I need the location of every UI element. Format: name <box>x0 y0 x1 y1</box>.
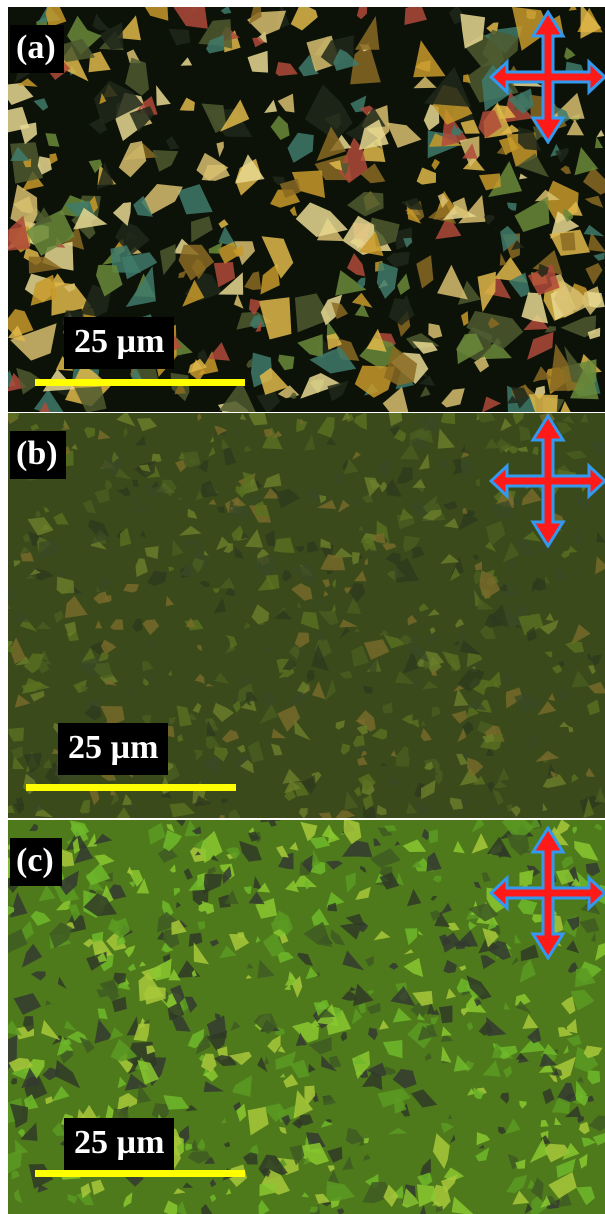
panel-label: (c) <box>10 838 62 886</box>
panel-label: (b) <box>10 431 66 479</box>
crossed-polarizer-arrows-icon <box>489 826 605 960</box>
micrograph-panel-a: (a) 25 µm <box>8 7 605 412</box>
scale-bar <box>35 1170 245 1177</box>
scale-bar-label: 25 µm <box>64 1118 175 1170</box>
panel-label: (a) <box>10 25 64 73</box>
scale-bar <box>26 784 236 791</box>
micrograph-panel-b: (b) 25 µm <box>8 413 605 818</box>
micrograph-panel-c: (c) 25 µm <box>8 820 605 1214</box>
crossed-polarizer-arrows-icon <box>489 10 605 144</box>
scale-bar-label: 25 µm <box>64 317 175 369</box>
scale-bar-label: 25 µm <box>58 723 169 775</box>
crossed-polarizer-arrows-icon <box>489 414 605 548</box>
scale-bar <box>35 379 245 386</box>
